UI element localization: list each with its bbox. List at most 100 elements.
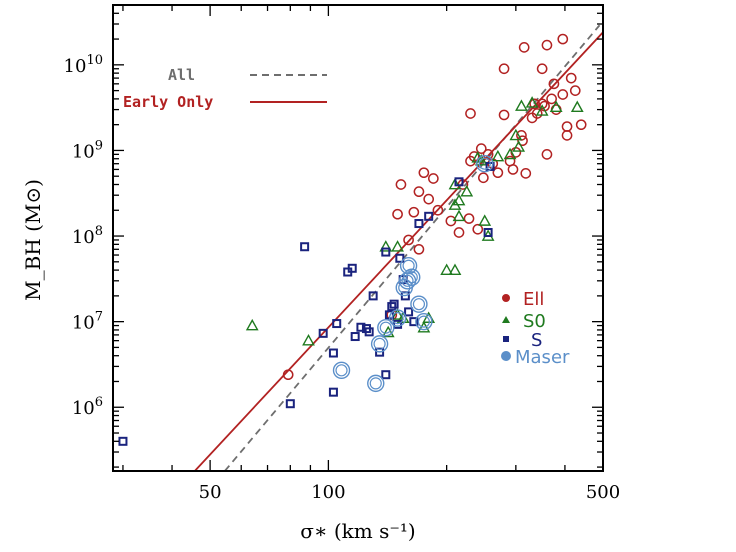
y-tick-label: 109: [72, 138, 103, 162]
point-ell: [507, 164, 519, 175]
point-maser-inner: [405, 271, 418, 284]
point-maser: [399, 257, 418, 275]
point-ell: [453, 227, 465, 238]
point-s: [393, 319, 403, 329]
point-ell: [565, 72, 577, 84]
point-ell: [413, 186, 425, 198]
point-ell: [518, 42, 530, 53]
point-maser-inner: [417, 315, 430, 328]
point-s: [483, 227, 493, 237]
point-s0: [391, 308, 404, 320]
point-maser: [415, 312, 433, 331]
x-tick-label: 100: [311, 482, 345, 503]
point-ell: [520, 167, 532, 179]
point-s: [424, 211, 434, 221]
point-s0: [448, 177, 462, 190]
point-ell: [392, 208, 403, 220]
point-s: [300, 242, 310, 252]
legend-marker-s0: [502, 316, 510, 323]
point-ell: [418, 167, 430, 179]
point-maser-inner: [391, 312, 404, 325]
point-s: [285, 399, 295, 409]
legend-label-all: All: [168, 66, 195, 84]
point-s: [381, 370, 391, 380]
point-s: [347, 263, 357, 273]
point-s0: [535, 104, 549, 116]
point-maser-inner: [401, 274, 414, 287]
fit-line-all: [224, 24, 601, 471]
point-s0: [391, 240, 404, 252]
point-maser-inner: [402, 259, 415, 272]
legend-label-early-only: Early Only: [123, 93, 213, 111]
point-s: [389, 299, 399, 309]
point-maser: [388, 309, 407, 327]
point-ell: [517, 135, 528, 147]
point-s: [350, 332, 360, 342]
point-s0: [245, 318, 259, 331]
point-ell: [465, 108, 476, 119]
point-s0: [491, 149, 505, 162]
x-tick-label: 50: [199, 482, 222, 503]
point-s0: [452, 193, 466, 206]
data-points: [118, 33, 587, 446]
point-maser: [476, 154, 494, 173]
point-s: [414, 219, 424, 229]
point-ell: [561, 121, 573, 132]
legend-label-maser: Maser: [515, 347, 570, 368]
point-maser-inner: [335, 364, 348, 377]
point-s0: [460, 185, 474, 197]
point-maser-inner: [412, 298, 426, 311]
fit-lines: [194, 24, 603, 471]
point-s: [332, 319, 342, 329]
point-s: [356, 322, 366, 332]
point-s: [328, 387, 338, 397]
point-ell: [529, 98, 541, 110]
point-s0: [570, 100, 584, 113]
point-ell: [475, 143, 487, 154]
fit-line-early-only: [194, 31, 603, 471]
y-axis-title: M_BH (M⊙): [21, 179, 45, 301]
y-tick-label: 1010: [64, 53, 103, 77]
point-s: [118, 436, 128, 446]
legend-label-s: S: [531, 330, 542, 351]
point-s0: [549, 100, 563, 113]
point-ell: [403, 234, 414, 246]
point-maser: [410, 295, 428, 313]
legend-label-ell: Ell: [523, 289, 544, 310]
y-tick-label: 108: [72, 224, 103, 248]
point-ell: [468, 151, 480, 162]
point-s: [409, 317, 419, 327]
point-s: [387, 302, 397, 312]
point-s0: [417, 321, 431, 333]
point-ell: [541, 39, 553, 51]
point-s0: [509, 128, 523, 141]
point-ell: [282, 369, 294, 381]
point-ell: [432, 204, 444, 216]
point-ell: [413, 243, 425, 255]
point-ell: [395, 179, 407, 190]
point-ell: [541, 149, 553, 160]
point-s: [454, 177, 464, 187]
point-ell: [472, 223, 484, 235]
legend-marker-ell: [502, 294, 510, 302]
x-tick-label: 500: [586, 482, 620, 503]
point-s0: [525, 96, 539, 108]
axis-ticks: 50 100 500 106 107 108 109 1010: [64, 4, 620, 503]
point-s0: [440, 263, 454, 275]
point-s0: [379, 240, 393, 252]
point-ell: [561, 130, 573, 141]
point-s: [381, 247, 391, 257]
x-axis-title: σ∗ (km s⁻¹): [300, 519, 416, 543]
point-s0: [478, 214, 492, 226]
point-ell: [463, 213, 475, 224]
point-maser-inner: [398, 281, 411, 294]
point-s0: [452, 209, 466, 222]
point-s: [328, 348, 338, 358]
point-maser-inner: [373, 337, 386, 350]
point-maser-inner: [379, 321, 392, 334]
point-ell: [423, 193, 435, 205]
plot-frame: [112, 4, 604, 472]
point-s0: [515, 99, 528, 111]
